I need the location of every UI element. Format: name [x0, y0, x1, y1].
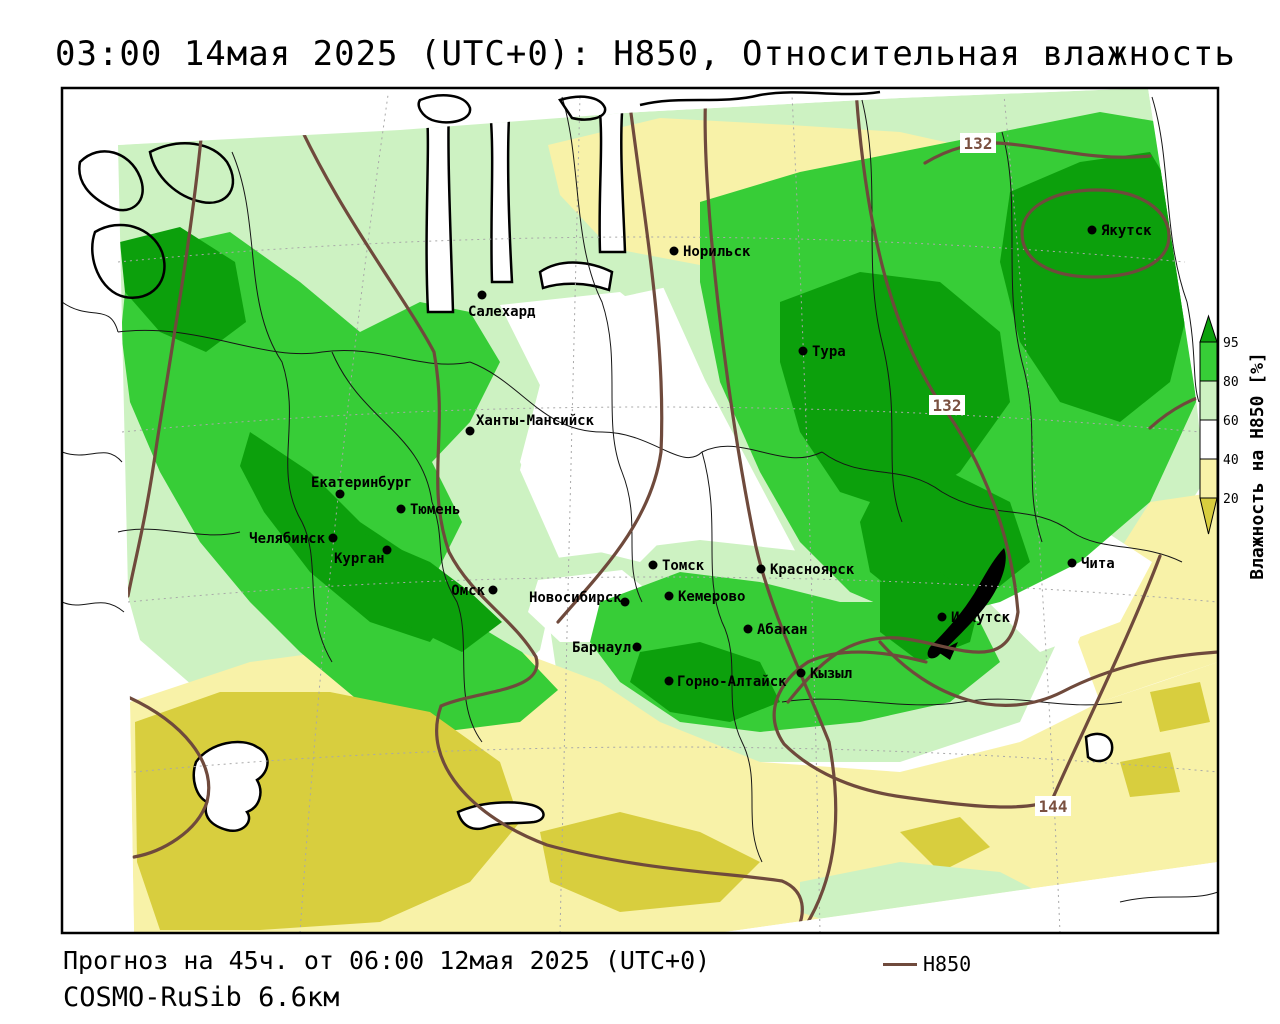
city-markers: Норильск Салехард Тура Ханты-Мансийск Екатер… — [249, 223, 1152, 690]
contour-label: 132 — [964, 134, 993, 153]
city-dot — [328, 533, 338, 543]
field-darkgreen-nw — [120, 227, 246, 352]
city-label: Кемерово — [678, 589, 745, 605]
field-mustard-spot1 — [380, 752, 480, 822]
colorbar-arrow-low — [1199, 497, 1218, 535]
city-dot — [743, 624, 753, 634]
contour-label: 144 — [1039, 797, 1068, 816]
city-label: Якутск — [1101, 223, 1152, 239]
city-label: Омск — [451, 583, 485, 599]
lake-baikal-delta — [938, 642, 958, 660]
city-dot — [796, 668, 806, 678]
city-dot — [756, 564, 766, 574]
page-title: 03:00 14мая 2025 (UTC+0): H850, Относите… — [55, 34, 1236, 74]
city-label: Норильск — [683, 244, 751, 260]
h850-legend: H850 — [883, 952, 971, 976]
city-dot — [620, 597, 630, 607]
contour-label: 132 — [933, 396, 962, 415]
city-label: Челябинск — [249, 531, 325, 547]
city-label: Новосибирск — [529, 590, 622, 606]
contour-label-chip — [929, 395, 965, 415]
colorbar-tick-label: 20 — [1223, 492, 1239, 507]
map-frame — [60, 86, 1220, 935]
city-dot — [488, 585, 498, 595]
city-dot — [937, 612, 947, 622]
city-label: Курган — [334, 551, 385, 567]
city-label: Красноярск — [770, 562, 855, 578]
field-yellow-southeast — [1078, 492, 1218, 702]
city-dot — [1067, 558, 1077, 568]
city-label: Абакан — [757, 622, 808, 638]
colorbar-segment — [1199, 380, 1218, 421]
city-label: Салехард — [468, 304, 536, 320]
city-dot — [798, 346, 808, 356]
city-label: Тюмень — [410, 502, 461, 518]
contour-label-chip — [1035, 796, 1071, 816]
colorbar-segment — [1199, 458, 1218, 499]
h850-legend-label: H850 — [923, 952, 972, 976]
contour-labels: 132 132 144 — [929, 133, 1071, 816]
field-mustard-spot2 — [1150, 682, 1210, 732]
field-mustard-spot3 — [900, 817, 990, 872]
field-darkgreen-kurgan — [350, 532, 502, 652]
city-label: Екатеринбург — [311, 475, 412, 491]
field-darkgreen-altai — [630, 642, 780, 722]
city-label: Чита — [1081, 556, 1115, 572]
colorbar-segment — [1199, 341, 1218, 382]
colorbar-segment — [1199, 419, 1218, 460]
city-dot — [664, 676, 674, 686]
city-dot — [648, 560, 658, 570]
city-dot — [465, 426, 475, 436]
city-dot — [669, 246, 679, 256]
forecast-info: Прогноз на 45ч. от 06:00 12мая 2025 (UTC… — [63, 946, 711, 975]
city-dot — [664, 591, 674, 601]
lake-khubsugul — [1084, 732, 1114, 763]
colorbar-tick-label: 60 — [1223, 414, 1239, 429]
h850-contours — [126, 88, 1218, 933]
city-label: Иркутск — [951, 610, 1011, 626]
h850-legend-line — [883, 962, 917, 966]
city-label: Горно-Алтайск — [677, 674, 787, 690]
field-darkgreen-yakutsk — [1000, 152, 1190, 422]
field-mustard-southcenter — [540, 812, 760, 912]
graticule — [117, 94, 1219, 934]
city-label: Барнаул — [572, 640, 631, 656]
colorbar-tick-label: 40 — [1223, 453, 1239, 468]
city-label: Ханты-Мансийск — [476, 413, 595, 429]
colorbar-tick-label: 95 — [1223, 336, 1239, 351]
city-dot — [382, 545, 392, 555]
coastlines-outer — [78, 90, 881, 300]
city-dot — [1087, 225, 1097, 235]
model-name: COSMO-RuSib 6.6км — [63, 982, 340, 1013]
colorbar-tick-label: 80 — [1223, 375, 1239, 390]
city-label: Тура — [812, 344, 846, 360]
city-label: Кызыл — [810, 666, 852, 682]
lake-baikal — [927, 548, 1006, 659]
colorbar-title: Влажность на H850 [%] — [1247, 352, 1268, 580]
contour-label-chip — [960, 133, 996, 153]
ob-gulf — [425, 105, 455, 314]
city-label: Томск — [662, 558, 705, 574]
city-dot — [632, 642, 642, 652]
city-dot — [477, 290, 487, 300]
field-mustard-spot4 — [1120, 752, 1180, 797]
taz-gulf — [489, 115, 514, 284]
city-dot — [396, 504, 406, 514]
yenisei-gulf — [597, 96, 627, 254]
field-darkgreen-tura — [780, 272, 1010, 512]
city-dot — [335, 489, 345, 499]
colorbar-arrow-high — [1199, 314, 1218, 343]
